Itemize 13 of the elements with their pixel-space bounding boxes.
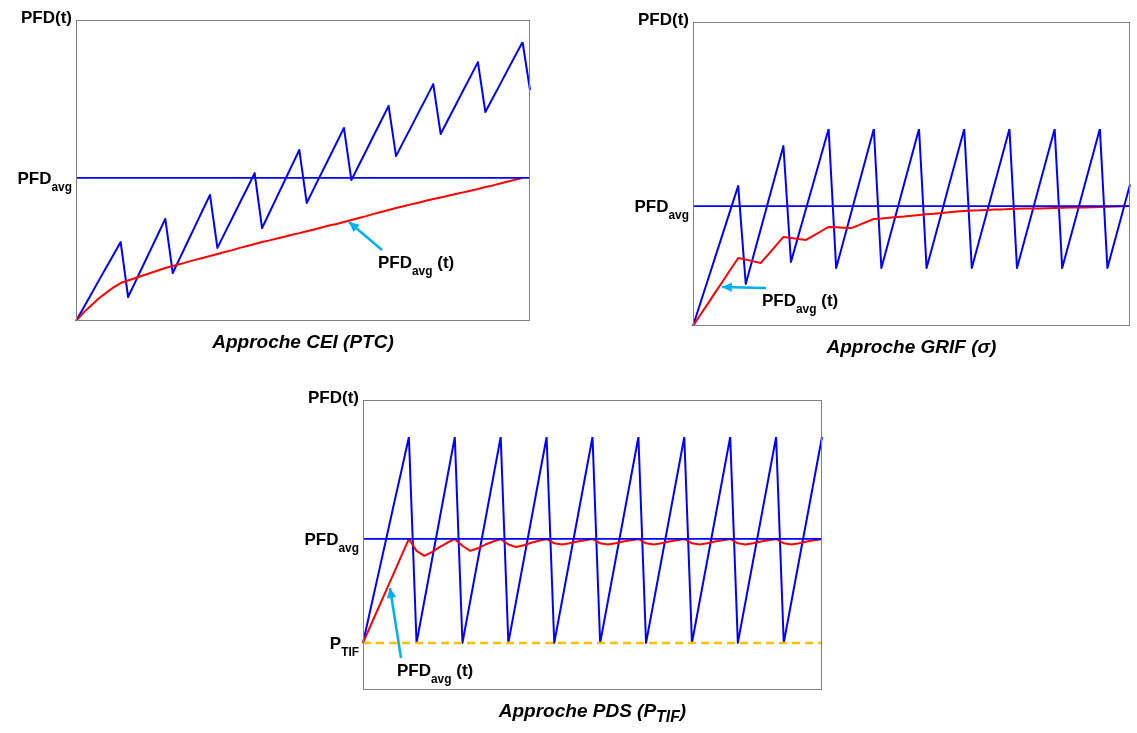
x-axis-title: Approche PDS (P$_{TIF}$) <box>497 700 688 726</box>
x-axis-title: Approche CEI (PTC) <box>211 331 395 353</box>
y-axis-title: PFD(t) <box>20 8 72 28</box>
y-axis-title: PFD(t) <box>637 10 689 30</box>
ref-line-label: PFD$_{avg}$ <box>304 529 359 555</box>
annotation: PFD$_{avg}$ (t) <box>397 661 474 686</box>
annotation: PFD$_{avg}$ (t) <box>378 253 455 278</box>
ref-line-label: PFD$_{avg}$ <box>17 168 72 194</box>
ref-line-label: PFD$_{avg}$ <box>634 197 689 223</box>
annotation: PFD$_{avg}$ (t) <box>762 291 839 316</box>
y-axis-title: PFD(t) <box>307 388 359 408</box>
ref-line-label: P$_{TIF}$ <box>329 633 359 659</box>
x-axis-title: Approche GRIF (σ) <box>825 336 998 358</box>
